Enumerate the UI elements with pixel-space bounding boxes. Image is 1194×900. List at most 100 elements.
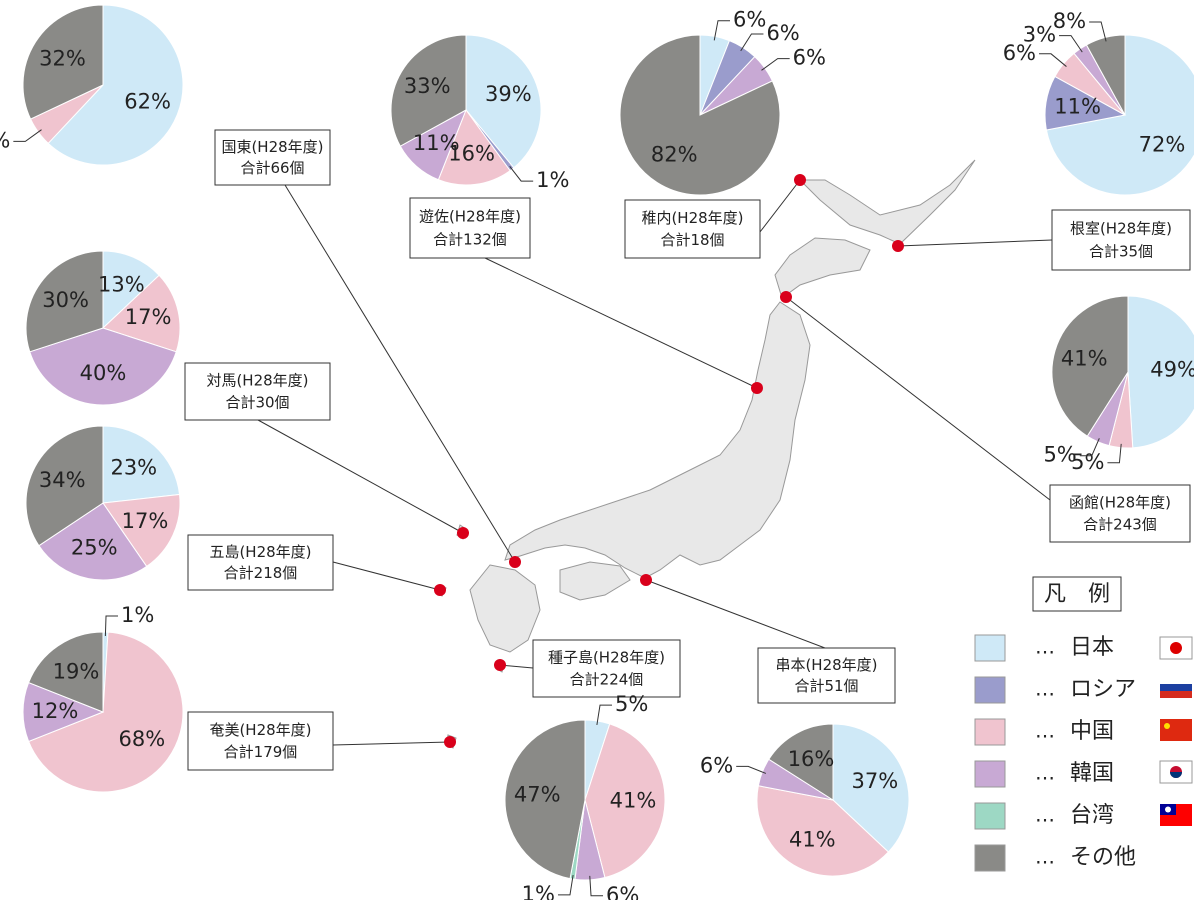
connector (332, 741, 451, 746)
pie-slice (768, 723, 834, 801)
pie-slice (29, 327, 177, 406)
connector (645, 579, 826, 649)
value-label: 62% (124, 90, 171, 114)
leader-line (713, 20, 730, 41)
flags (1159, 636, 1193, 826)
pie-subtitle: 合計51個 (794, 677, 858, 695)
label-box (184, 362, 331, 421)
legend-title: 凡 例 (1044, 582, 1110, 607)
legend-label: その他 (1070, 845, 1136, 870)
leader-line (13, 129, 42, 142)
value-label: 49% (1150, 358, 1194, 382)
pie-slice (102, 425, 181, 504)
value-label: 16% (788, 747, 835, 771)
legend-swatch (974, 760, 1006, 788)
pie-subtitle: 合計132個 (433, 231, 507, 249)
label-box (532, 639, 681, 698)
pie-subtitle: 合計66個 (240, 159, 304, 177)
pie-slice (38, 502, 148, 581)
pie-slice (102, 250, 160, 330)
value-label: 41% (610, 789, 657, 813)
legend-swatch (974, 844, 1006, 872)
leader-line (104, 615, 119, 637)
location-dot (457, 527, 469, 539)
location-dot (444, 736, 456, 748)
legend-separator: … (1035, 677, 1055, 701)
value-label: 32% (39, 46, 86, 70)
location-dot (509, 556, 521, 568)
value-label: 34% (39, 468, 86, 492)
leader-line (740, 33, 764, 52)
leader-line (1089, 21, 1107, 42)
value-label: 30% (42, 288, 89, 312)
pie-slice (1045, 34, 1194, 196)
legend-separator: … (1035, 845, 1055, 869)
pie-title: 遊佐(H28年度) (419, 208, 521, 226)
connector (785, 296, 1051, 501)
leader-line (761, 58, 790, 71)
location-dot (494, 659, 506, 671)
label-box (1049, 484, 1191, 543)
value-label: 3% (1023, 23, 1056, 47)
legend: 凡 例 (1032, 576, 1122, 612)
pie-title: 稚内(H28年度) (641, 209, 743, 227)
value-label: 12% (32, 699, 79, 723)
value-label: 25% (71, 535, 118, 559)
leader-line (557, 874, 574, 896)
pie-slice (102, 493, 181, 568)
pie-slice (22, 4, 104, 120)
value-label: 17% (125, 305, 172, 329)
japan-map (436, 159, 976, 749)
location-dot (892, 240, 904, 252)
value-label: 13% (98, 273, 145, 297)
value-label: 8% (1053, 9, 1086, 33)
value-label: 16% (448, 142, 495, 166)
pie-title: 根室(H28年度) (1070, 220, 1172, 238)
value-label: 5% (1071, 450, 1104, 474)
value-label: 6% (1003, 41, 1036, 65)
connector (759, 179, 801, 233)
pie-title: 奄美(H28年度) (209, 721, 311, 739)
value-label: 1% (522, 882, 555, 900)
value-label: 41% (1061, 346, 1108, 370)
location-dot (751, 382, 763, 394)
honshu (504, 301, 811, 579)
label-box (187, 534, 334, 591)
location-dot (640, 574, 652, 586)
pie-title: 串本(H28年度) (775, 656, 877, 674)
pie-slice (22, 681, 105, 743)
value-label: 1% (121, 603, 154, 627)
leader-line (589, 875, 604, 897)
label-box (757, 647, 896, 704)
pie-subtitle: 合計243個 (1083, 515, 1157, 533)
pie-subtitle: 合計30個 (225, 393, 289, 411)
pie-title: 対馬(H28年度) (206, 372, 308, 390)
pie-slice (465, 34, 542, 169)
value-label: 68% (118, 727, 165, 751)
pie-slice (47, 4, 184, 166)
connector (484, 257, 758, 389)
pie-subtitle: 合計224個 (570, 670, 644, 688)
pie-subtitle: 合計35個 (1089, 243, 1153, 261)
leader-line (596, 704, 613, 726)
pie-subtitle: 合計179個 (224, 743, 298, 761)
value-label: 72% (1139, 133, 1186, 157)
legend-label: 台湾 (1070, 803, 1114, 828)
leader-line (509, 165, 534, 182)
value-label: 37% (852, 769, 899, 793)
connector (257, 419, 464, 534)
pie-title: 国東(H28年度) (221, 138, 323, 156)
location-dot (780, 291, 792, 303)
label-box (624, 199, 761, 259)
leader-line (1079, 438, 1100, 457)
hokkaido (774, 159, 976, 299)
legend-title-box (1032, 576, 1122, 612)
pie-slice (619, 34, 781, 196)
value-label: 6% (733, 8, 766, 32)
value-label: 82% (651, 143, 698, 167)
legend-swatch (974, 718, 1006, 746)
value-label: 19% (53, 659, 100, 683)
label-box (1051, 209, 1191, 271)
value-label: 39% (485, 82, 532, 106)
